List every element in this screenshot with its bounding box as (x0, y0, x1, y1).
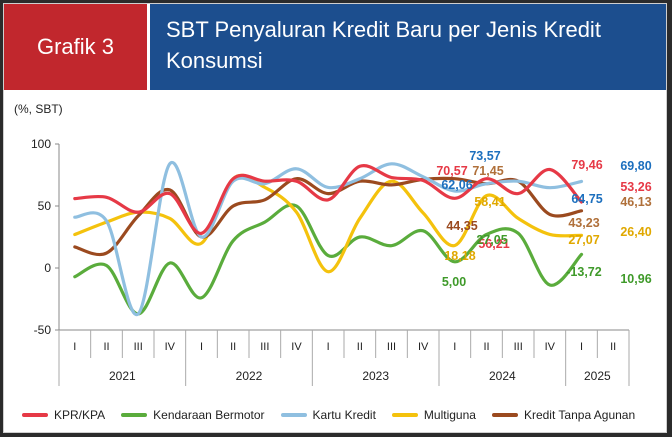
data-label: 43,23 (568, 216, 599, 230)
data-label: 44,35 (446, 219, 477, 233)
x-tick-label: IV (291, 341, 302, 353)
x-tick-label: IV (545, 341, 556, 353)
data-label: 46,13 (620, 195, 651, 209)
data-label: 10,96 (620, 272, 651, 286)
series-line-multiguna (73, 173, 584, 274)
year-label: 2025 (584, 369, 611, 383)
y-tick-label: 50 (38, 199, 52, 213)
data-label: 70,57 (436, 164, 467, 178)
data-label: 27,05 (476, 233, 507, 247)
series-line-kartu-kredit (73, 160, 584, 316)
x-tick-label: II (483, 341, 489, 353)
x-tick-label: III (514, 341, 523, 353)
chart-title-line2: Konsumsi (166, 48, 263, 73)
x-tick-label: II (357, 341, 363, 353)
year-label: 2024 (489, 369, 516, 383)
y-tick-label: 100 (31, 137, 51, 151)
data-label: 53,26 (620, 180, 651, 194)
x-tick-label: II (610, 341, 616, 353)
year-label: 2021 (109, 369, 136, 383)
chart-title: SBT Penyaluran Kredit Baru per Jenis Kre… (150, 4, 666, 90)
legend-item: Multiguna (391, 408, 476, 422)
data-label: 27,07 (568, 233, 599, 247)
legend-swatch (280, 413, 307, 417)
series-line-kpr-kpa (73, 164, 584, 235)
x-tick-label: I (327, 341, 330, 353)
data-label: -13,72 (566, 265, 601, 279)
data-label: 62,06 (441, 178, 472, 192)
legend-item: Kartu Kredit (280, 408, 376, 422)
x-tick-label: III (387, 341, 396, 353)
series-line-kendaraan-bermotor (73, 203, 584, 316)
x-tick-label: I (200, 341, 203, 353)
data-label: 71,45 (472, 164, 503, 178)
legend-label: Kredit Tanpa Agunan (523, 408, 636, 422)
data-label: 79,46 (571, 158, 602, 172)
x-tick-label: IV (418, 341, 429, 353)
chart-frame: Grafik 3 SBT Penyaluran Kredit Baru per … (3, 3, 667, 433)
data-label: 64,75 (571, 192, 602, 206)
legend-swatch (391, 413, 418, 417)
legend-swatch (491, 413, 518, 417)
data-label: 73,57 (469, 149, 500, 163)
legend-item: KPR/KPA (22, 408, 105, 422)
legend-swatch (22, 413, 48, 417)
x-tick-label: I (453, 341, 456, 353)
legend-item: Kendaraan Bermotor (121, 408, 265, 422)
y-axis-label: (%, SBT) (14, 102, 63, 116)
x-tick-label: III (134, 341, 143, 353)
legend-label: Multiguna (423, 408, 476, 422)
year-label: 2023 (362, 369, 389, 383)
legend-swatch (121, 413, 148, 417)
data-label: 5,00 (442, 275, 466, 289)
legend-label: Kendaraan Bermotor (153, 408, 265, 422)
x-tick-label: II (103, 341, 109, 353)
data-label: 26,40 (620, 225, 651, 239)
y-tick-label: 0 (44, 261, 51, 275)
x-tick-label: II (230, 341, 236, 353)
x-tick-label: I (73, 341, 76, 353)
chart-label: Grafik 3 (4, 4, 147, 90)
legend-item: Kredit Tanpa Agunan (491, 408, 636, 422)
data-label: 58,41 (474, 195, 505, 209)
legend: KPR/KPA Kendaraan Bermotor Kartu Kredit Mul… (22, 405, 662, 425)
x-tick-label: I (580, 341, 583, 353)
data-label: 56,21 (478, 237, 509, 251)
chart-title-line1: SBT Penyaluran Kredit Baru per Jenis Kre… (166, 17, 601, 42)
year-label: 2022 (236, 369, 263, 383)
legend-label: Kartu Kredit (312, 408, 376, 422)
legend-label: KPR/KPA (54, 408, 106, 422)
x-tick-label: III (260, 341, 269, 353)
data-label: 18,18 (444, 249, 475, 263)
y-tick-label: -50 (34, 323, 52, 337)
x-tick-label: IV (165, 341, 176, 353)
data-label: 69,80 (620, 159, 651, 173)
